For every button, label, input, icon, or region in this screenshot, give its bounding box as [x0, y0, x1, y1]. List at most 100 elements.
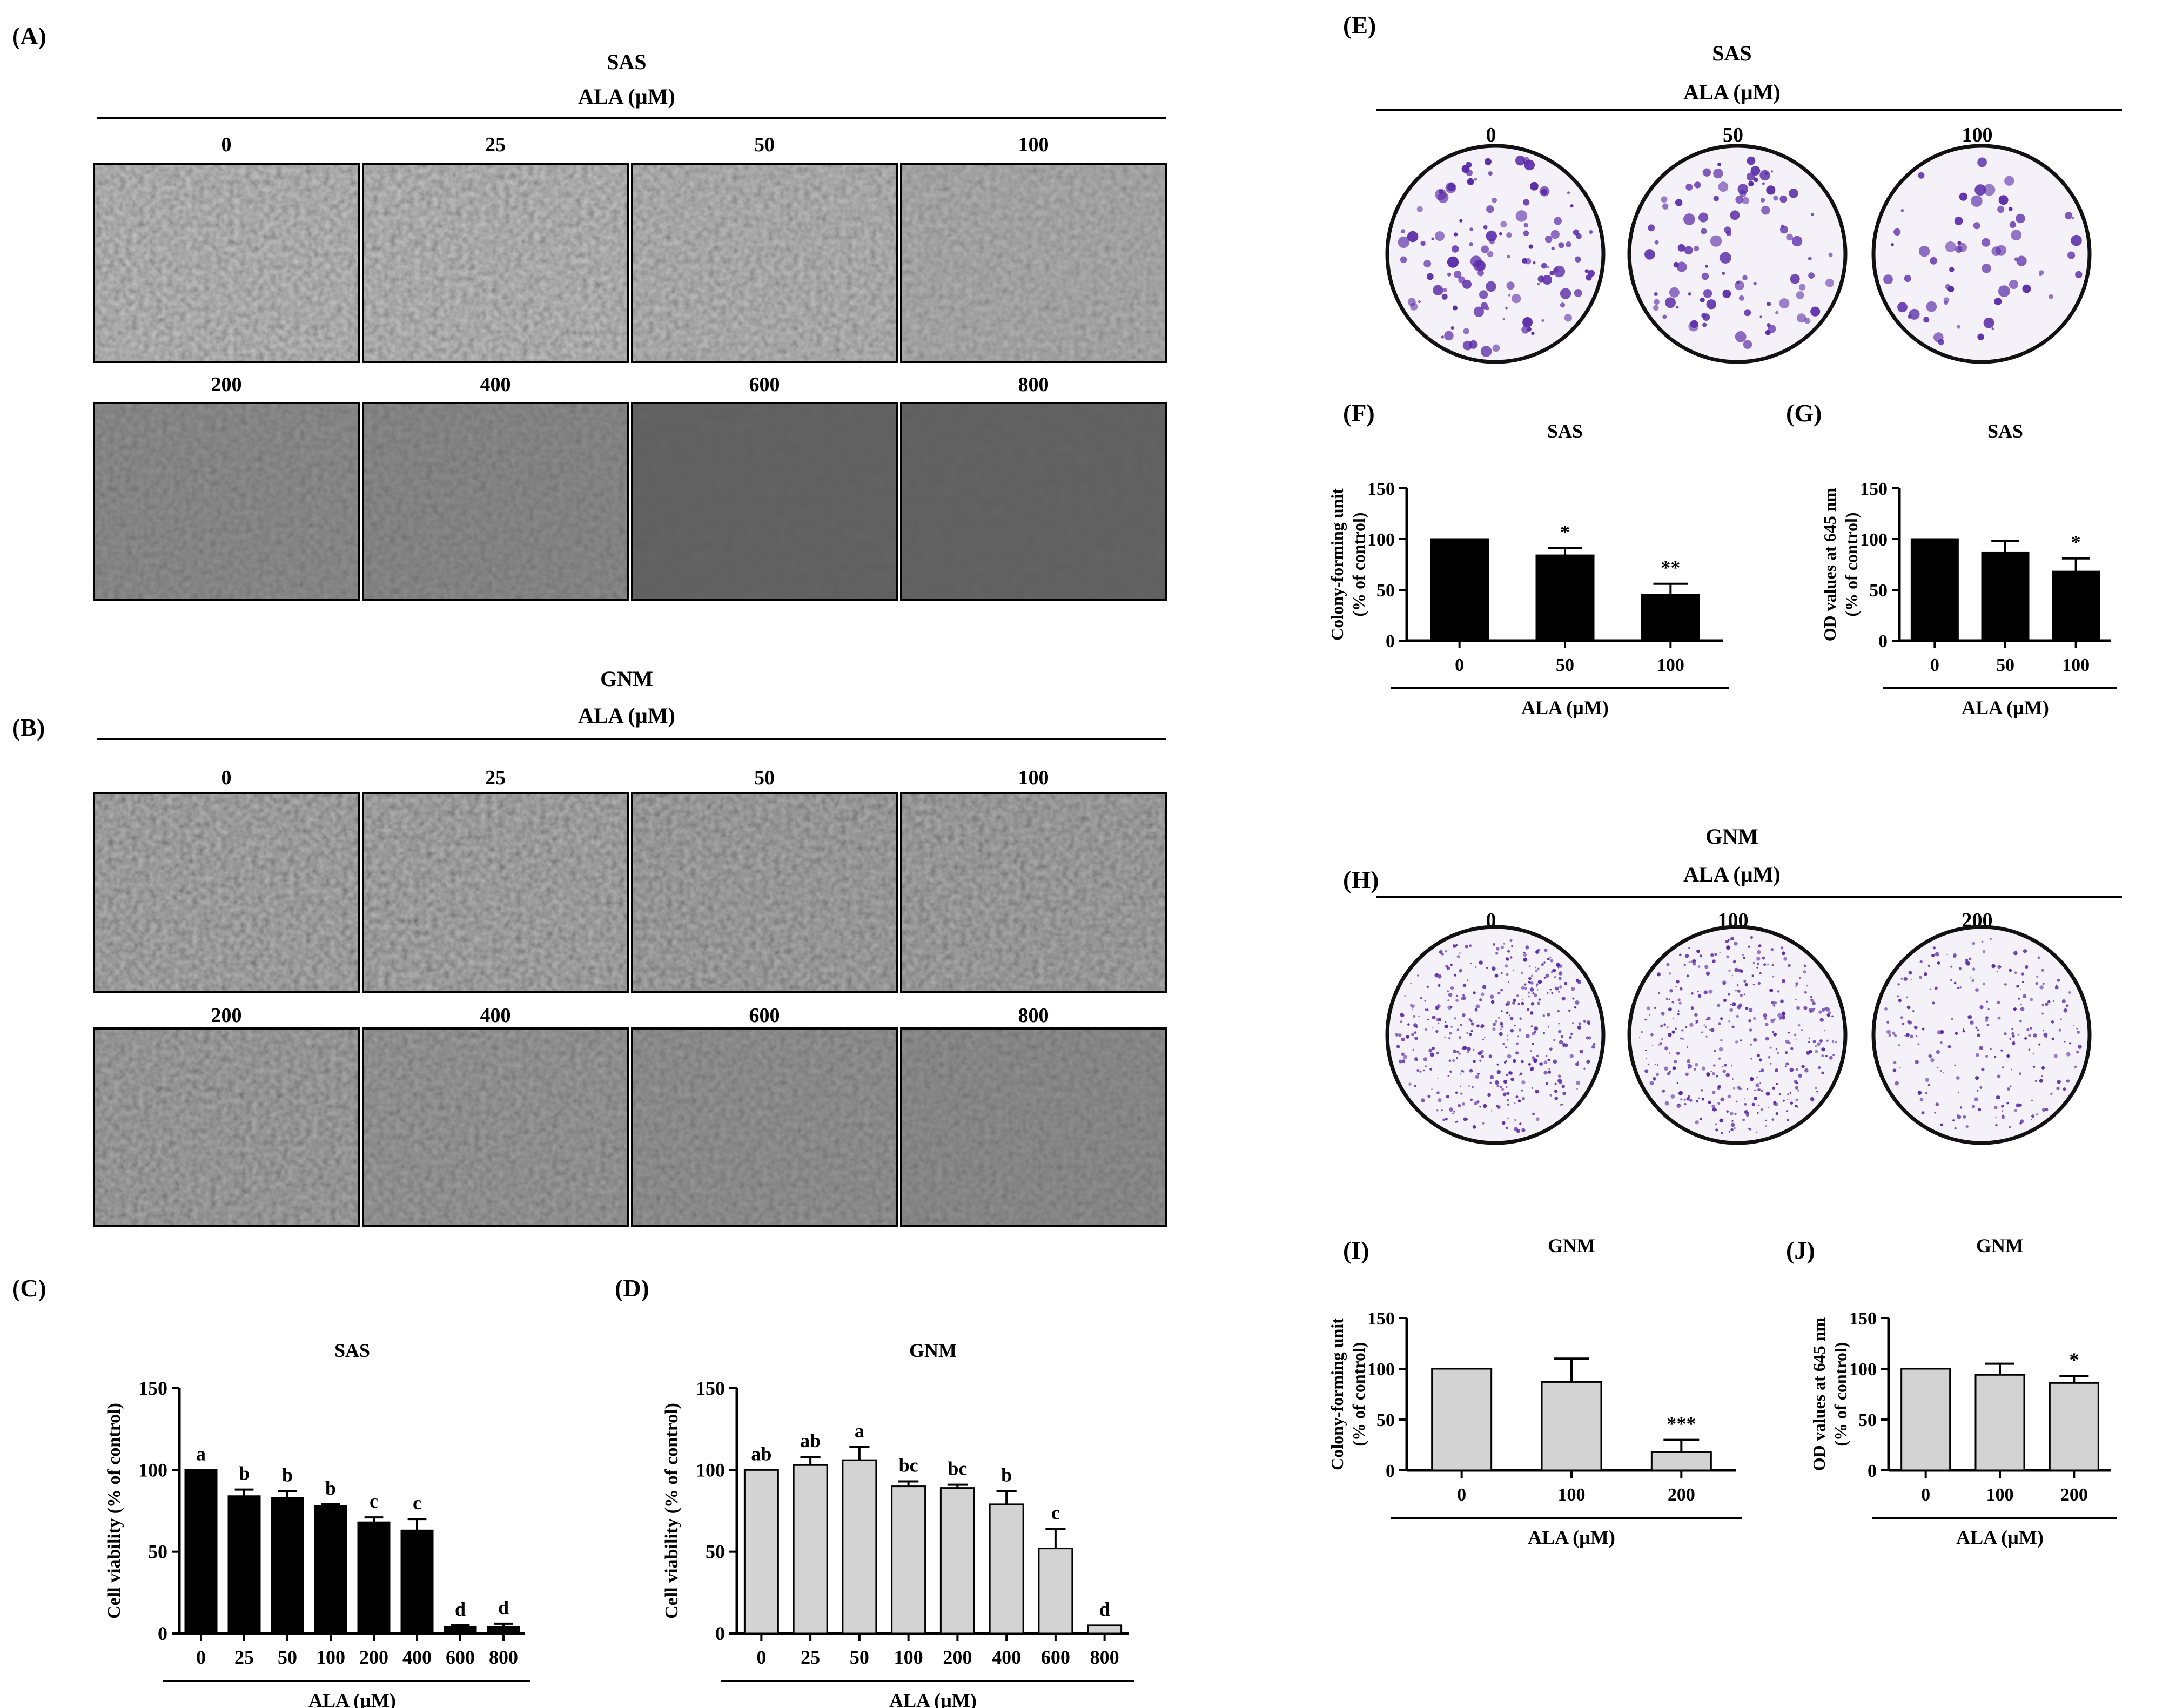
x-tick-label: 400: [992, 1646, 1021, 1668]
colony-dot: [2019, 1020, 2022, 1023]
colony-dot: [1753, 1017, 1756, 1020]
bar: [1900, 1368, 1951, 1471]
colony-dot: [1441, 335, 1444, 339]
colony-dot: [1449, 1070, 1452, 1073]
y-tick-label: 150: [1849, 1309, 1877, 1329]
colony-dot: [1649, 1014, 1650, 1016]
x-tick-label: 50: [850, 1646, 869, 1668]
colony-dot: [1537, 283, 1540, 286]
colony-dot: [1681, 1038, 1684, 1040]
colony-dot: [1712, 1064, 1716, 1067]
colony-dot: [1456, 1051, 1459, 1053]
colony-dot: [2002, 1114, 2004, 1117]
colony-dot: [1529, 1011, 1534, 1015]
colony-dot: [1508, 981, 1509, 983]
colony-dot: [1757, 1112, 1759, 1114]
colony-dot: [1514, 1119, 1516, 1121]
significance-label: *: [2069, 1349, 2079, 1370]
colony-dot: [1568, 1009, 1571, 1012]
colony-dot: [1506, 1127, 1508, 1129]
colony-dot: [2011, 1028, 2013, 1030]
colony-dot: [1832, 1054, 1835, 1057]
colony-dot: [1811, 213, 1815, 217]
colony-dot: [1544, 948, 1548, 952]
colony-dot: [1767, 301, 1771, 306]
colony-dot: [1717, 1102, 1721, 1105]
colony-dot: [1431, 1088, 1433, 1090]
colony-dot: [1419, 1071, 1422, 1073]
colony-dot: [1454, 1017, 1456, 1020]
colony-dot: [1533, 261, 1536, 265]
colony-dot: [1729, 1112, 1734, 1116]
colony-dot: [1510, 956, 1513, 959]
colony-dot: [1534, 966, 1536, 969]
colony-dot: [1647, 1063, 1650, 1065]
colony-dot: [1976, 1053, 1979, 1057]
colony-dot: [2061, 999, 2066, 1004]
micrograph-texture: [363, 164, 628, 362]
colony-dot: [1965, 1125, 1969, 1128]
colony-dot: [1718, 1057, 1721, 1060]
colony-dot: [1803, 970, 1806, 974]
colony-dot: [2057, 1080, 2061, 1084]
colony-dot: [1725, 1073, 1730, 1078]
colony-dot: [1558, 977, 1562, 980]
colony-dot: [1569, 1035, 1572, 1039]
colony-dot: [1810, 999, 1814, 1003]
colony-dot: [1977, 1029, 1979, 1032]
colony-dot: [1564, 981, 1568, 985]
colony-dot: [1983, 317, 1994, 328]
micrograph-frame: [631, 792, 898, 993]
colony-dot: [2030, 1027, 2032, 1030]
colony-dot: [1723, 984, 1725, 986]
colony-dot: [1547, 957, 1550, 960]
colony-dot: [1676, 1051, 1680, 1055]
colony-dot: [1499, 232, 1502, 236]
colony-dot: [2014, 971, 2017, 974]
x-tick-label: 600: [446, 1646, 475, 1668]
colony-dot: [1455, 1121, 1456, 1124]
colony-dot: [1734, 1113, 1737, 1115]
colony-dot: [1974, 1097, 1978, 1101]
colony-dot: [1795, 1098, 1798, 1102]
colony-dot: [1812, 1040, 1816, 1044]
colony-dot: [1446, 1095, 1449, 1099]
colony-dot: [1543, 961, 1546, 964]
colony-dot: [2031, 1099, 2033, 1102]
colony-dot: [1458, 1052, 1461, 1055]
colony-dot: [1705, 265, 1709, 268]
colony-dot: [1545, 1082, 1549, 1085]
micrograph-dose-label: 200: [211, 1004, 242, 1027]
colony-dot: [2023, 994, 2027, 998]
colony-dot: [1677, 1010, 1680, 1012]
colony-dot: [1737, 989, 1741, 993]
colony-dot: [2043, 1030, 2044, 1032]
panel-b-cell-line: GNM: [600, 667, 653, 691]
colony-dot: [1516, 994, 1519, 997]
colony-dot: [1468, 1018, 1472, 1021]
bar: [2052, 570, 2100, 642]
colony-dot: [1484, 1037, 1486, 1039]
colony-dot: [1940, 1030, 1944, 1034]
colony-dot: [2051, 1037, 2054, 1040]
colony-dot: [1586, 1059, 1590, 1064]
colony-dot: [1460, 1092, 1463, 1095]
colony-dot: [2066, 1005, 2068, 1007]
culture-dish: [1871, 144, 2092, 364]
colony-dot: [1815, 1045, 1817, 1048]
colony-dot: [1500, 989, 1503, 992]
colony-dot: [1475, 1075, 1479, 1079]
colony-dot: [1515, 156, 1526, 166]
colony-dot: [1480, 302, 1488, 310]
colony-dot: [1499, 1032, 1503, 1037]
colony-dot: [1979, 1005, 1984, 1010]
colony-dot: [1819, 1039, 1823, 1043]
colony-dot: [1654, 1007, 1656, 1009]
colony-dot: [2036, 1113, 2038, 1116]
colony-dot: [1753, 281, 1757, 286]
colony-dot: [1761, 205, 1770, 215]
y-tick-label: 50: [1858, 1410, 1877, 1430]
colony-dot: [1528, 991, 1530, 994]
colony-dot: [1649, 1081, 1654, 1086]
colony-dot: [2030, 998, 2033, 1001]
